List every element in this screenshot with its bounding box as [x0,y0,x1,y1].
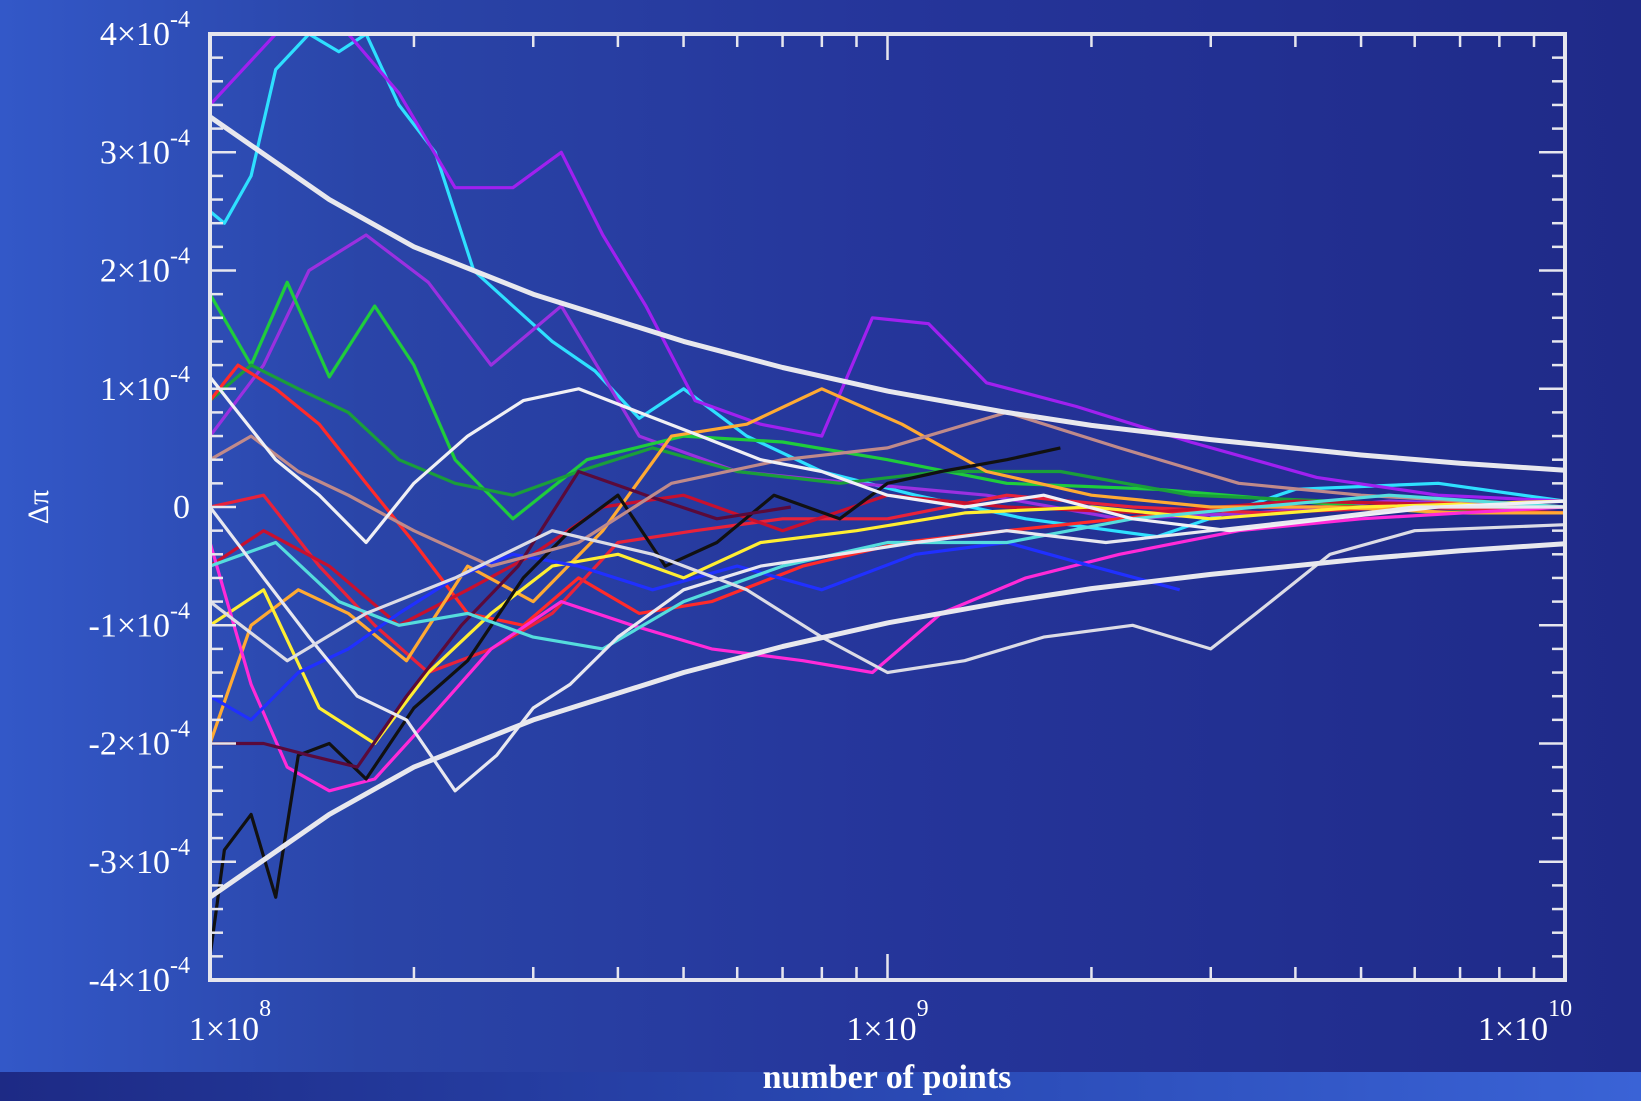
series-line-5 [210,363,1565,509]
y-tick-label: 1×10-4 [100,362,190,408]
series-line-19 [210,523,1565,675]
y-tick-label: 2×10-4 [100,244,190,290]
bottom-bar [0,1072,1641,1101]
label-layer: 4×10-4 3×10-4 2×10-4 1×10-4 0 -1×10-4 -2×10-4 -… [89,7,1573,1048]
y-tick-label: -1×10-4 [89,598,191,644]
envelope-upper [210,114,1565,473]
y-tick-label: 3×10-4 [100,125,190,171]
y-axis-label: Δπ [22,490,55,524]
series-line-12 [210,540,1181,722]
series-line-7 [210,493,1565,675]
series-line-3 [210,233,1565,521]
x-tick-label: 1×1010 [1478,996,1572,1048]
y-tick-label: 0 [173,489,190,526]
x-axis-label: number of points [763,1059,1012,1096]
y-tick-label: -2×10-4 [89,717,191,763]
series-line-2 [210,34,1565,503]
series-line-10 [210,499,1565,746]
series-line-11 [210,505,1565,793]
envelope-lower [210,541,1565,900]
series-line-13 [210,446,1061,957]
y-tick-label: 4×10-4 [100,7,190,53]
series-line-16 [210,493,1565,651]
series-line-14 [210,469,792,769]
series-line-4 [210,280,1565,521]
tick-layer [208,32,1565,982]
series-line-9 [210,387,1565,745]
series-layer [210,34,1565,957]
series-line-17 [210,375,1565,545]
series-line-15 [210,410,1565,568]
x-tick-label: 1×109 [846,996,928,1048]
y-tick-label: -4×10-4 [89,953,191,999]
y-tick-label: -3×10-4 [89,835,191,881]
series-line-18 [210,505,1565,793]
envelope-layer [210,114,1565,900]
x-tick-label: 1×108 [189,996,271,1048]
